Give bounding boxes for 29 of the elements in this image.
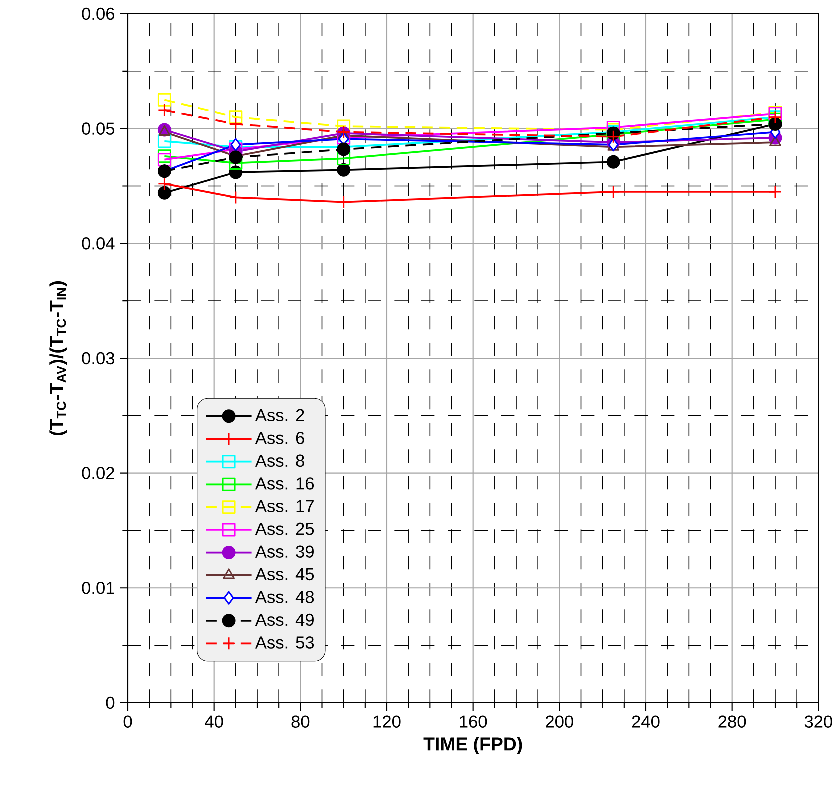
legend-label: Ass. 8 xyxy=(255,454,304,468)
x-tick-label: 280 xyxy=(718,716,746,728)
legend-label: Ass. 16 xyxy=(255,478,314,490)
x-tick-label: 240 xyxy=(632,716,660,728)
legend-label: Ass. 6 xyxy=(255,432,304,444)
x-tick-label: 40 xyxy=(205,716,224,728)
x-tick-label: 200 xyxy=(546,716,574,728)
text: (T$_{TC}$-T$_{AV}$)/(T$_{TC}$-T$_{IN}$) xyxy=(50,281,68,436)
y-tick-label: 0.02 xyxy=(82,467,114,480)
legend-label: Ass. 49 xyxy=(255,614,314,626)
legend-label: Ass. 2 xyxy=(255,409,304,422)
y-tick-label: 0.04 xyxy=(82,238,115,250)
legend-label: Ass. 53 xyxy=(255,636,314,649)
y-tick-label: 0.03 xyxy=(82,352,115,365)
x-tick-label: 0 xyxy=(124,716,132,728)
legend-label: Ass. 25 xyxy=(255,522,314,536)
x-tick-label: 80 xyxy=(292,716,310,728)
legend-label: Ass. 17 xyxy=(255,500,314,512)
x-tick-label: 320 xyxy=(804,716,832,728)
legend-label: Ass. 48 xyxy=(255,591,314,604)
legend-label: Ass. 39 xyxy=(255,546,314,558)
y-tick-label: 0.01 xyxy=(82,582,114,594)
x-axis-title: TIME (FPD) xyxy=(424,737,522,755)
y-tick-label: 0.06 xyxy=(82,8,115,20)
y-tick-label: 0 xyxy=(106,696,115,710)
x-tick-label: 160 xyxy=(460,716,488,728)
y-tick-label: 0.05 xyxy=(82,122,115,135)
legend-label: Ass. 45 xyxy=(255,568,314,581)
x-tick-label: 120 xyxy=(374,716,401,728)
